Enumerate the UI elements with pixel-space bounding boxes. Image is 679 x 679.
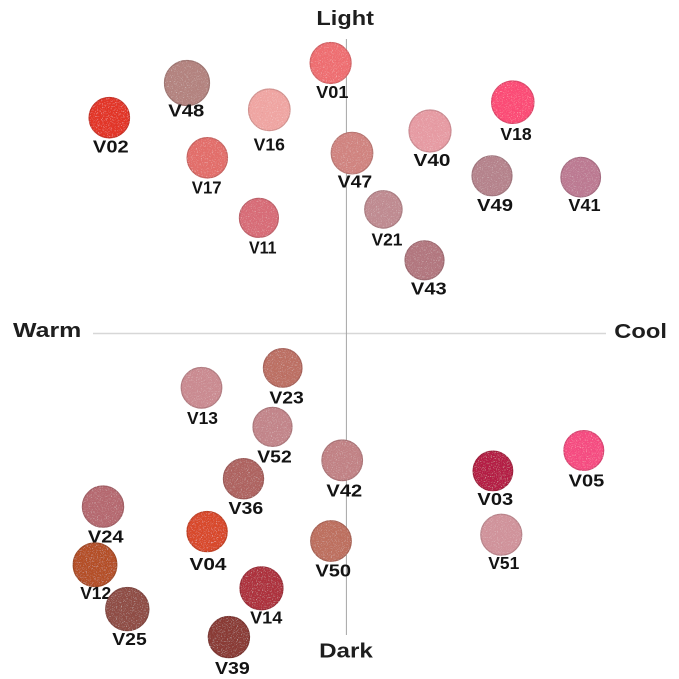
svg-text:V17: V17 [192,178,222,198]
svg-text:V40: V40 [414,150,451,170]
svg-text:V04: V04 [190,554,227,574]
svg-text:V41: V41 [568,195,600,215]
svg-text:V23: V23 [269,388,304,408]
svg-text:Warm: Warm [13,320,81,342]
svg-text:V39: V39 [215,658,250,678]
svg-text:V48: V48 [168,100,204,120]
svg-text:V51: V51 [488,553,519,573]
svg-text:V52: V52 [257,447,292,467]
svg-text:V12: V12 [80,583,111,603]
svg-text:V13: V13 [187,408,218,428]
svg-text:V43: V43 [411,279,447,299]
svg-text:V03: V03 [477,489,513,509]
svg-text:V50: V50 [315,561,351,581]
svg-text:V25: V25 [112,629,147,649]
svg-text:Light: Light [316,8,374,30]
svg-text:V21: V21 [372,230,403,250]
svg-text:V02: V02 [93,136,129,156]
svg-text:V42: V42 [326,481,362,501]
svg-text:V49: V49 [477,195,513,215]
svg-text:V18: V18 [500,124,532,144]
svg-text:Dark: Dark [319,640,374,662]
svg-text:V24: V24 [88,527,124,547]
svg-text:V11: V11 [249,238,277,258]
svg-text:V16: V16 [254,134,286,154]
svg-text:Cool: Cool [614,321,667,343]
svg-text:V47: V47 [338,171,373,191]
svg-text:V36: V36 [229,498,264,518]
svg-text:V14: V14 [250,608,282,628]
svg-text:V05: V05 [569,471,605,491]
svg-text:V01: V01 [316,82,348,102]
